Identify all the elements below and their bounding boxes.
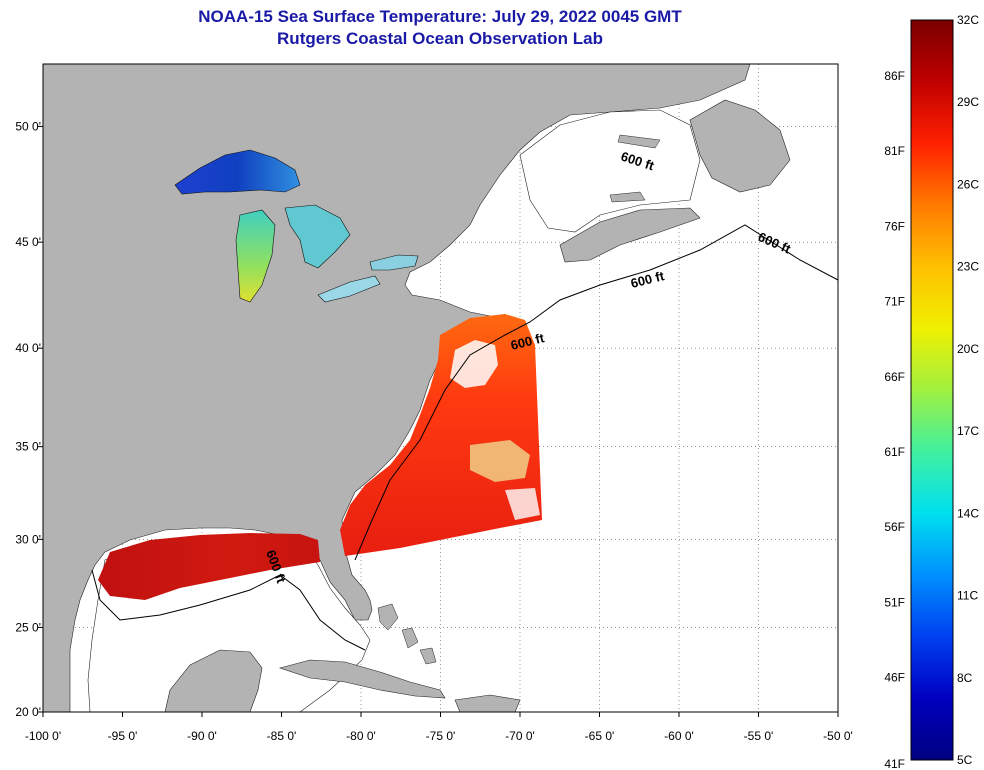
latitude-axis: 50 0' 45 0' 40 0' 35 0' 30 0' 25 0' 20 0'	[15, 119, 43, 719]
lat-tick-label: 50 0'	[15, 119, 41, 133]
lon-tick-label: -65 0'	[585, 729, 615, 743]
lon-tick-label: -75 0'	[426, 729, 456, 743]
lon-tick-label: -55 0'	[744, 729, 774, 743]
lat-tick-label: 35 0'	[15, 440, 41, 454]
lat-tick-label: 25 0'	[15, 620, 41, 634]
land-hispaniola	[454, 694, 521, 712]
land-pei	[609, 191, 646, 203]
lat-tick-label: 20 0'	[15, 705, 41, 719]
lake-michigan	[235, 209, 276, 303]
title-line-1: NOAA-15 Sea Surface Temperature: July 29…	[198, 7, 682, 26]
colorbar-fahrenheit-label: 56F	[884, 520, 905, 534]
colorbar-celsius-label: 5C	[957, 753, 973, 767]
lon-tick-label: -90 0'	[187, 729, 217, 743]
colorbar-labels: 32C 29C 26C 23C 20C 17C 14C 11C 8C 5C 86F 81F 76F 71F…	[884, 13, 979, 770]
colorbar-celsius-label: 11C	[957, 589, 978, 603]
colorbar-fahrenheit-label: 46F	[884, 671, 905, 685]
lake-erie	[317, 275, 381, 303]
land-yucatan	[164, 649, 263, 712]
colorbar-fahrenheit-label: 51F	[884, 595, 905, 609]
lat-tick-label: 45 0'	[15, 235, 41, 249]
colorbar-fahrenheit-label: 81F	[884, 144, 905, 158]
isobath-600ft-atlantic	[354, 224, 838, 561]
colorbar-scale	[910, 19, 954, 761]
land-north-america	[43, 64, 751, 712]
land-bahamas	[377, 603, 437, 665]
longitude-axis: -100 0' -95 0' -90 0' -85 0' -80 0' -75 0' -70…	[25, 712, 853, 743]
sst-swath-gulf	[98, 533, 320, 600]
lat-tick-label: 40 0'	[15, 341, 41, 355]
colorbar-celsius-label: 32C	[957, 13, 979, 27]
colorbar-celsius-label: 23C	[957, 260, 979, 274]
lon-tick-label: -95 0'	[108, 729, 138, 743]
land-cuba	[278, 659, 446, 699]
lon-tick-label: -85 0'	[267, 729, 297, 743]
lake-superior	[174, 149, 301, 195]
colorbar-celsius-label: 20C	[957, 342, 979, 356]
colorbar-fahrenheit-label: 76F	[884, 219, 905, 233]
map-title: NOAA-15 Sea Surface Temperature: July 29…	[40, 6, 840, 50]
colorbar-celsius-label: 8C	[957, 671, 973, 685]
lake-huron	[284, 204, 351, 269]
colorbar-fahrenheit-label: 66F	[884, 370, 905, 384]
land-newfoundland	[689, 99, 791, 193]
colorbar-celsius-label: 17C	[957, 424, 979, 438]
lon-tick-label: -60 0'	[664, 729, 694, 743]
cloud-patch	[450, 340, 498, 388]
colorbar-fahrenheit-label: 61F	[884, 445, 905, 459]
colorbar-fahrenheit-label: 71F	[884, 295, 905, 309]
lake-ontario	[369, 254, 419, 271]
lon-tick-label: -70 0'	[505, 729, 535, 743]
lat-tick-label: 30 0'	[15, 532, 41, 546]
colorbar-celsius-label: 14C	[957, 506, 979, 520]
colorbar-celsius-label: 26C	[957, 177, 979, 191]
colorbar-celsius-label: 29C	[957, 95, 979, 109]
cloud-patch-2	[470, 440, 530, 482]
colorbar-fahrenheit-label: 86F	[884, 69, 905, 83]
lon-tick-label: -50 0'	[823, 729, 853, 743]
colorbar-fahrenheit-label: 41F	[884, 757, 905, 770]
title-line-2: Rutgers Coastal Ocean Observation Lab	[277, 29, 603, 48]
land-nova-scotia	[559, 207, 701, 263]
lon-tick-label: -80 0'	[346, 729, 376, 743]
cloud-patch-3	[505, 488, 540, 520]
lon-tick-label: -100 0'	[25, 729, 61, 743]
land-anticosti	[617, 134, 661, 149]
isobath-600ft-gulf	[91, 569, 366, 651]
